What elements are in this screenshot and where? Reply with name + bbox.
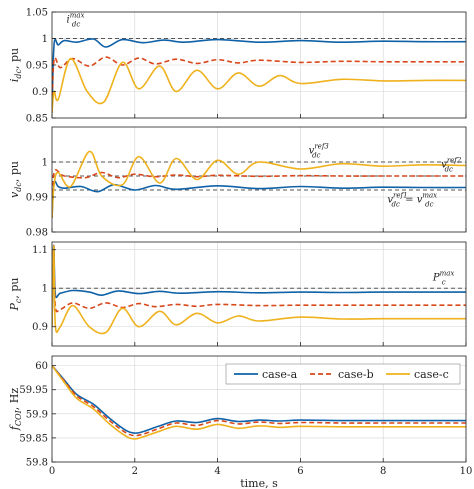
legend-label-case-c: case-c bbox=[414, 368, 449, 381]
annotation-label: vref1 dc = vmax dc bbox=[387, 191, 437, 208]
panel-4: 59.8 59.85 59.9 59.95 60 0 2 4 6 8 10 fCOI, Hz time,… bbox=[8, 355, 473, 489]
axes-frame bbox=[51, 126, 467, 233]
annotation-label: imax dc bbox=[66, 12, 84, 29]
x-tick-label: 10 bbox=[460, 466, 473, 477]
annotation-label: vref2 dc bbox=[441, 156, 462, 173]
y-tick-label: 1 bbox=[42, 34, 48, 45]
y-tick-label: 1 bbox=[42, 284, 48, 295]
x-axis-label: time, s bbox=[240, 477, 278, 489]
series-line-case-a bbox=[52, 38, 466, 113]
y-tick-label: 59.9 bbox=[26, 409, 48, 420]
axes-frame bbox=[51, 355, 467, 463]
series-line-case-c bbox=[52, 245, 466, 335]
y-axis-label: idc, pu bbox=[8, 48, 23, 82]
panel-3: 0.9 1 1.1 Pc, pu Pmax c bbox=[8, 241, 467, 347]
x-tick-label: 2 bbox=[132, 466, 138, 477]
y-tick-label: 59.8 bbox=[26, 458, 48, 469]
y-tick-label: 0.99 bbox=[26, 193, 48, 204]
y-tick-label: 0.95 bbox=[26, 61, 48, 72]
y-tick-label: 0.98 bbox=[26, 228, 48, 239]
legend-label-case-b: case-b bbox=[338, 368, 374, 381]
x-tick-label: 6 bbox=[297, 466, 303, 477]
y-tick-label: 0.9 bbox=[32, 87, 48, 98]
y-axis-label: fCOI, Hz bbox=[8, 388, 23, 432]
series-line-case-a bbox=[52, 180, 466, 219]
panel-1: 0.85 0.9 0.95 1 1.05 idc, pu imax dc bbox=[8, 8, 467, 125]
axes-frame bbox=[51, 241, 467, 347]
legend-label-case-a: case-a bbox=[262, 368, 298, 381]
series-line-case-c bbox=[52, 150, 466, 219]
y-tick-label: 0.9 bbox=[32, 322, 48, 333]
y-axis-label: vdc, pu bbox=[8, 161, 23, 198]
series-line-case-b bbox=[52, 56, 466, 113]
y-tick-label: 1 bbox=[42, 158, 48, 169]
y-tick-label: 1.05 bbox=[26, 8, 48, 19]
series-line-case-b bbox=[52, 169, 466, 219]
x-tick-label: 8 bbox=[380, 466, 386, 477]
series-line-case-a bbox=[52, 365, 466, 434]
annotation-label: Pmax c bbox=[432, 270, 455, 287]
series-line-case-b bbox=[52, 245, 466, 327]
x-tick-label: 0 bbox=[49, 466, 55, 477]
legend: case-a case-b case-c bbox=[225, 363, 461, 385]
series-line-case-c bbox=[52, 365, 466, 440]
y-tick-label: 0.85 bbox=[26, 114, 48, 125]
y-tick-label: 59.95 bbox=[19, 385, 48, 396]
panel-2: 0.98 0.99 1 vdc, pu vref3 dc vref2 dc vref1 dc = … bbox=[8, 126, 467, 239]
annotation-label: vref3 dc bbox=[309, 142, 330, 159]
legend-box bbox=[225, 363, 461, 385]
y-tick-label: 59.85 bbox=[19, 433, 48, 444]
y-tick-label: 1.1 bbox=[32, 245, 48, 256]
series-line-case-b bbox=[52, 365, 466, 437]
series-line-case-a bbox=[52, 245, 466, 327]
x-tick-label: 4 bbox=[214, 466, 220, 477]
y-axis-label: Pc, pu bbox=[8, 277, 23, 311]
y-tick-label: 60 bbox=[35, 361, 48, 372]
series-line-case-c bbox=[52, 57, 466, 113]
